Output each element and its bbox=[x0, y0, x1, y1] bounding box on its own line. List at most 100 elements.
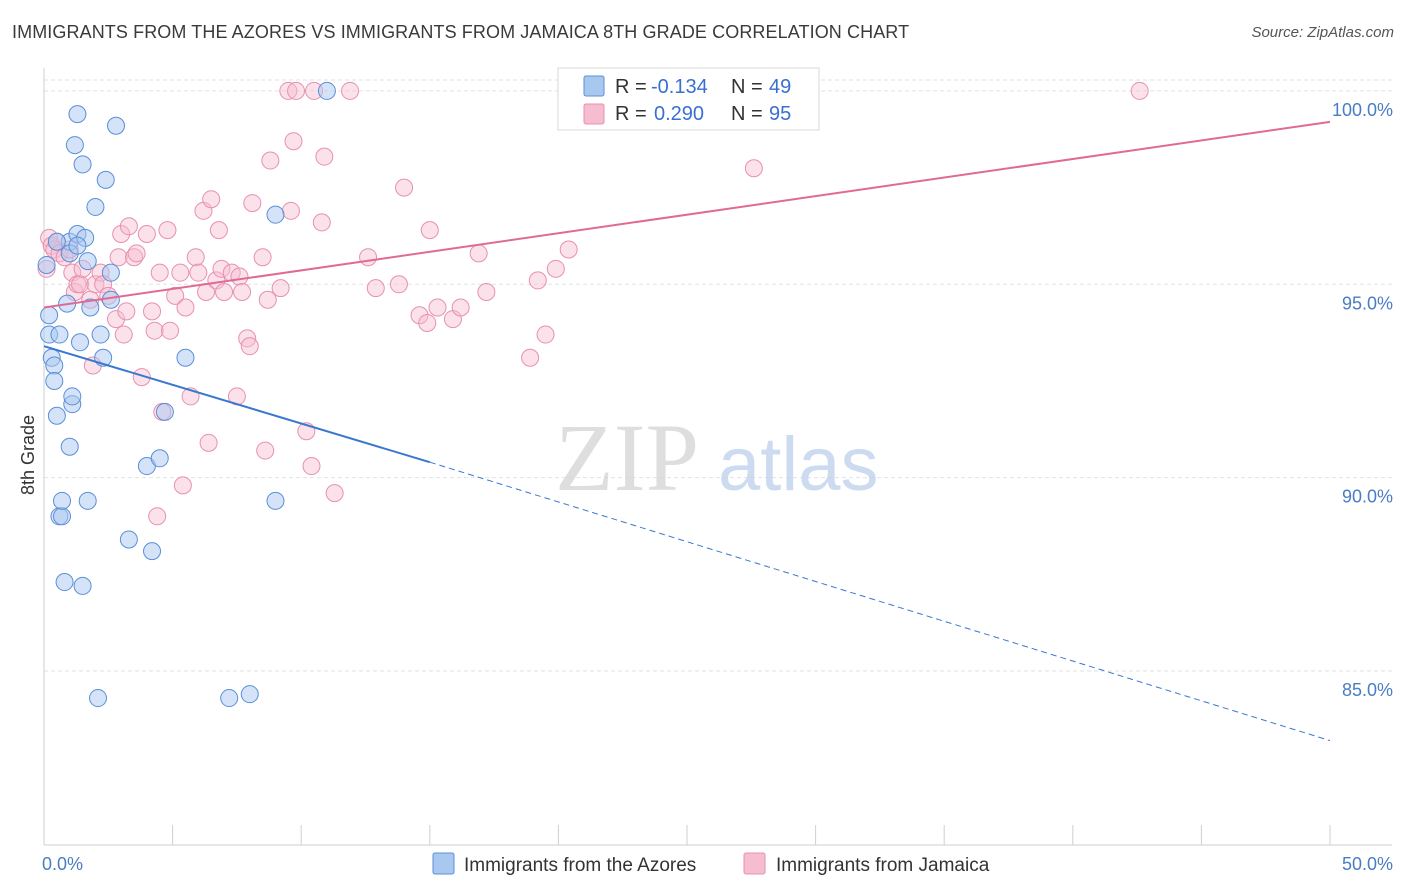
azores-point bbox=[143, 542, 162, 561]
jamaica-point bbox=[109, 248, 128, 267]
azores-point bbox=[73, 576, 92, 595]
y-tick-label: 90.0% bbox=[1342, 487, 1393, 507]
jamaica-point bbox=[199, 433, 218, 452]
azores-point bbox=[55, 573, 74, 592]
jamaica-point bbox=[230, 267, 249, 286]
chart-title: IMMIGRANTS FROM THE AZORES VS IMMIGRANTS… bbox=[12, 22, 910, 42]
legend-r-label-jamaica: R = bbox=[615, 103, 647, 125]
azores-point bbox=[45, 356, 64, 375]
x-tick-label-max: 50.0% bbox=[1342, 854, 1393, 874]
azores-point bbox=[107, 116, 126, 135]
azores-point bbox=[81, 298, 100, 317]
azores-point bbox=[40, 306, 59, 325]
azores-point bbox=[266, 491, 285, 510]
jamaica-point bbox=[112, 225, 131, 244]
jamaica-point bbox=[212, 259, 231, 278]
jamaica-point bbox=[215, 283, 234, 302]
jamaica-point bbox=[312, 213, 331, 232]
legend-r-label-azores: R = bbox=[615, 76, 647, 98]
jamaica-point bbox=[186, 248, 205, 267]
azores-point bbox=[176, 348, 195, 367]
jamaica-point bbox=[114, 325, 133, 344]
azores-point bbox=[96, 170, 115, 189]
jamaica-point bbox=[477, 283, 496, 302]
jamaica-point bbox=[418, 313, 437, 332]
jamaica-point bbox=[469, 244, 488, 263]
jamaica-point bbox=[281, 201, 300, 220]
jamaica-point bbox=[284, 132, 303, 151]
jamaica-point bbox=[451, 298, 470, 317]
jamaica-point bbox=[253, 248, 272, 267]
jamaica-point bbox=[161, 321, 180, 340]
azores-point bbox=[317, 81, 336, 100]
jamaica-point bbox=[271, 279, 290, 298]
jamaica-point bbox=[420, 221, 439, 240]
azores-point bbox=[71, 333, 90, 352]
jamaica-point bbox=[521, 348, 540, 367]
bottom-legend-swatch-azores bbox=[432, 852, 455, 875]
jamaica-point bbox=[258, 290, 277, 309]
azores-point bbox=[101, 290, 120, 309]
jamaica-point bbox=[127, 244, 146, 263]
watermark-atlas: atlas bbox=[718, 422, 879, 507]
azores-point bbox=[89, 689, 108, 708]
legend-n-label-jamaica: N = bbox=[731, 103, 763, 125]
x-tick-label-min: 0.0% bbox=[42, 854, 83, 874]
source-credit: Source: ZipAtlas.com bbox=[1251, 24, 1394, 41]
jamaica-point bbox=[536, 325, 555, 344]
bottom-legend-swatch-jamaica bbox=[743, 852, 766, 875]
jamaica-point bbox=[171, 263, 190, 282]
tick-labels: 85.0% 90.0% 95.0% 100.0% 0.0% 50.0% bbox=[42, 100, 1393, 874]
azores-point bbox=[78, 491, 97, 510]
jamaica-point bbox=[137, 225, 156, 244]
watermark: ZIP atlas bbox=[555, 404, 879, 511]
azores-point bbox=[53, 507, 72, 526]
jamaica-points bbox=[37, 81, 1149, 526]
azores-point bbox=[45, 371, 64, 390]
jamaica-point bbox=[410, 306, 429, 325]
bottom-legend-label-jamaica: Immigrants from Jamaica bbox=[776, 855, 990, 876]
azores-point bbox=[53, 491, 72, 510]
jamaica-point bbox=[279, 81, 298, 100]
azores-point bbox=[150, 449, 169, 468]
azores-point bbox=[68, 236, 87, 255]
jamaica-point bbox=[233, 283, 252, 302]
legend-n-value-azores: 49 bbox=[769, 76, 791, 98]
bottom-legend-label-azores: Immigrants from the Azores bbox=[464, 855, 696, 876]
jamaica-point bbox=[287, 81, 306, 100]
jamaica-point bbox=[145, 321, 164, 340]
azores-point bbox=[155, 402, 174, 421]
azores-points bbox=[37, 81, 336, 708]
azores-point bbox=[266, 205, 285, 224]
azores-trend-line bbox=[43, 345, 431, 464]
azores-point bbox=[37, 255, 56, 274]
legend-swatch-jamaica bbox=[583, 103, 605, 125]
legend-r-value-jamaica: 0.290 bbox=[654, 103, 704, 125]
jamaica-point bbox=[528, 271, 547, 290]
azores-point bbox=[240, 685, 259, 704]
jamaica-point bbox=[71, 275, 90, 294]
axes bbox=[43, 68, 1392, 846]
jamaica-point bbox=[325, 484, 344, 503]
azores-point bbox=[91, 325, 110, 344]
jamaica-point bbox=[107, 310, 126, 329]
jamaica-point bbox=[158, 221, 177, 240]
jamaica-trend-line bbox=[43, 120, 1331, 309]
jamaica-point bbox=[744, 159, 763, 178]
series-legend: Immigrants from the Azores Immigrants fr… bbox=[432, 852, 990, 876]
jamaica-point bbox=[256, 441, 275, 460]
jamaica-point bbox=[209, 221, 228, 240]
jamaica-point bbox=[1130, 81, 1149, 100]
jamaica-point bbox=[546, 259, 565, 278]
azores-point bbox=[119, 530, 138, 549]
azores-point bbox=[50, 325, 69, 344]
jamaica-point bbox=[389, 275, 408, 294]
legend-swatch-azores bbox=[583, 75, 605, 97]
azores-point bbox=[101, 263, 120, 282]
jamaica-point bbox=[559, 240, 578, 259]
jamaica-point bbox=[366, 279, 385, 298]
azores-point bbox=[68, 105, 87, 124]
azores-point bbox=[47, 232, 66, 251]
jamaica-point bbox=[148, 507, 167, 526]
